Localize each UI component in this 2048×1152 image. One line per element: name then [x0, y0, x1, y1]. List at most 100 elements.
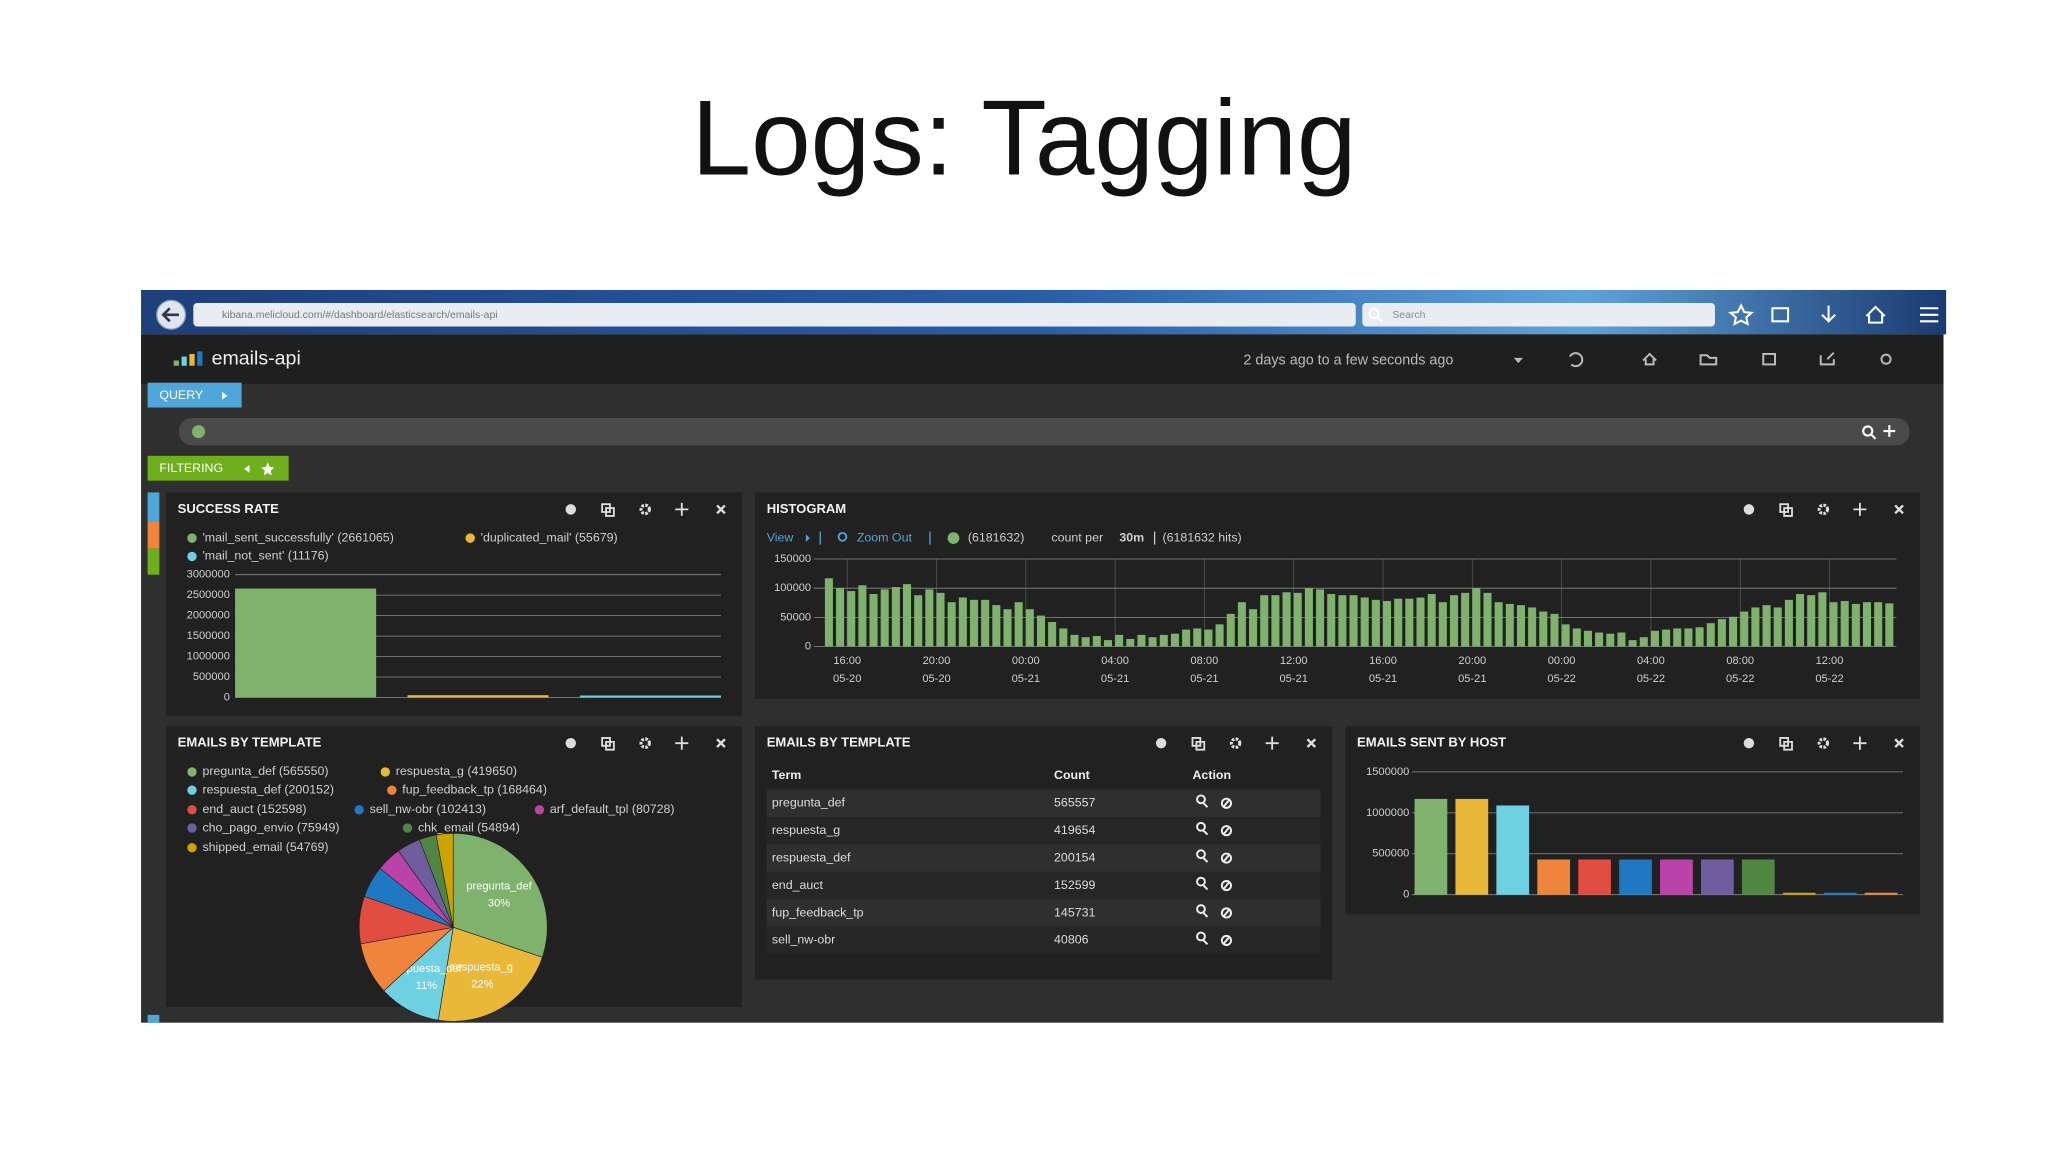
x-tick-label: 16:00 — [1369, 655, 1397, 667]
bar — [1226, 613, 1235, 647]
duplicate-icon[interactable] — [1191, 737, 1206, 751]
row-actions — [1196, 821, 1233, 837]
legend-label: sell_nw-obr (102413) — [370, 802, 486, 816]
bar — [1660, 859, 1693, 895]
filter-icon[interactable] — [1196, 849, 1209, 863]
duplicate-icon[interactable] — [601, 503, 615, 517]
zoom-out-link[interactable]: Zoom Out — [857, 530, 913, 544]
filter-icon[interactable] — [1196, 821, 1209, 836]
exclude-icon[interactable] — [1220, 825, 1233, 837]
settings-icon[interactable] — [1817, 503, 1830, 516]
settings-icon[interactable] — [639, 737, 651, 749]
legend-swatch — [187, 551, 197, 562]
bar — [1840, 601, 1849, 647]
info-icon[interactable] — [565, 504, 576, 515]
bar — [1115, 634, 1124, 647]
move-icon[interactable] — [1265, 736, 1279, 750]
settings-icon[interactable] — [1229, 737, 1242, 749]
bar — [1505, 603, 1514, 647]
bar — [1496, 805, 1530, 895]
settings-icon[interactable] — [639, 503, 651, 516]
close-icon[interactable] — [716, 504, 726, 515]
view-link[interactable]: View — [767, 530, 794, 544]
bar — [1885, 603, 1894, 647]
filter-icon[interactable] — [1196, 794, 1209, 808]
move-icon[interactable] — [1853, 502, 1867, 516]
close-icon[interactable] — [1894, 738, 1904, 748]
pie-slice — [452, 832, 548, 958]
query-bar[interactable] — [178, 417, 1910, 446]
bar — [1537, 859, 1571, 895]
exclude-icon[interactable] — [1220, 907, 1233, 919]
legend-label: 'mail_not_sent' (11176) — [202, 549, 328, 563]
bar — [1606, 633, 1615, 647]
legend-swatch — [187, 767, 197, 777]
time-range[interactable]: 2 days ago to a few seconds ago — [1243, 352, 1453, 368]
count-cell: 145731 — [1054, 905, 1095, 919]
info-icon[interactable] — [1155, 737, 1167, 749]
bar — [1126, 638, 1135, 647]
y-tick-label: 1000000 — [187, 650, 230, 662]
y-tick-label: 100000 — [774, 582, 811, 594]
close-icon[interactable] — [1306, 738, 1317, 748]
logo — [173, 351, 203, 366]
table-row — [766, 926, 1321, 955]
x-tick-date: 05-22 — [1726, 673, 1754, 685]
bar — [407, 695, 549, 698]
legend-swatch — [187, 785, 197, 795]
move-icon[interactable] — [675, 502, 689, 516]
close-icon[interactable] — [716, 738, 726, 748]
move-icon[interactable] — [675, 736, 689, 750]
search-field[interactable] — [1362, 303, 1715, 327]
legend-label: arf_default_tpl (80728) — [550, 802, 675, 816]
bar — [1628, 640, 1637, 647]
bar — [1706, 623, 1715, 647]
panel — [754, 492, 1921, 699]
row-actions — [1196, 904, 1233, 919]
panel-controls — [565, 502, 726, 517]
filter-icon[interactable] — [1196, 904, 1209, 918]
bar — [1137, 634, 1146, 647]
y-tick-label: 0 — [805, 640, 811, 652]
count-cell: 152599 — [1054, 878, 1095, 892]
x-tick-date: 05-21 — [1369, 673, 1397, 685]
close-icon[interactable] — [1894, 504, 1904, 515]
bar — [1304, 588, 1313, 647]
duplicate-icon[interactable] — [601, 737, 615, 751]
exclude-icon[interactable] — [1220, 934, 1233, 946]
info-icon[interactable] — [565, 737, 576, 749]
bar — [1807, 595, 1816, 647]
duplicate-icon[interactable] — [1779, 503, 1793, 517]
exclude-icon[interactable] — [1220, 797, 1233, 809]
table-row — [766, 899, 1321, 927]
bar — [1103, 640, 1112, 647]
settings-icon[interactable] — [1817, 737, 1830, 749]
info-icon[interactable] — [1743, 504, 1755, 515]
bar — [1863, 602, 1872, 647]
bar — [869, 594, 878, 647]
info-icon[interactable] — [1743, 737, 1755, 749]
move-icon[interactable] — [1853, 736, 1867, 750]
term-cell: respuesta_g — [772, 823, 840, 837]
exclude-icon[interactable] — [1220, 852, 1233, 864]
x-tick-date: 05-20 — [833, 673, 861, 685]
bar — [1578, 859, 1611, 895]
duplicate-icon[interactable] — [1779, 737, 1793, 751]
x-tick-date: 05-21 — [1458, 673, 1486, 685]
filter-icon[interactable] — [1196, 931, 1209, 946]
slice-name: respuesta_g — [452, 962, 513, 974]
filter-icon[interactable] — [1196, 876, 1209, 891]
bar — [1371, 599, 1380, 647]
column-header: Action — [1192, 768, 1231, 782]
filtering-button-label: FILTERING — [159, 461, 223, 475]
bar — [1639, 637, 1648, 647]
exclude-icon[interactable] — [1220, 880, 1233, 892]
back-arrow — [161, 307, 179, 323]
url-field[interactable] — [193, 303, 1356, 327]
bar — [1215, 624, 1224, 647]
browser-icons — [1368, 303, 1939, 326]
bar — [1823, 892, 1857, 895]
bar — [1260, 595, 1269, 647]
dashboard-name: emails-api — [212, 347, 301, 369]
bar — [836, 588, 845, 647]
